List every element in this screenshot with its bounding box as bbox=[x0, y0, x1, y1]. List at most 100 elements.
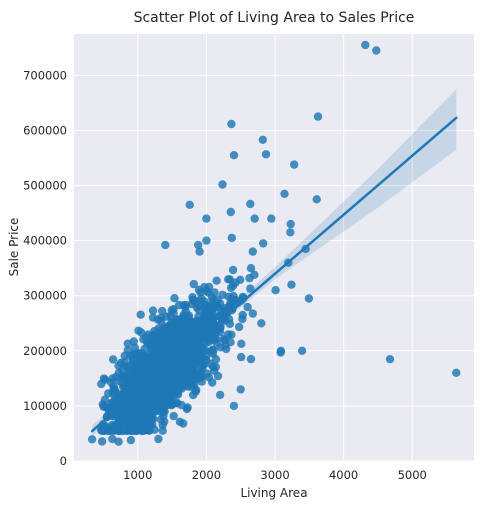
data-point bbox=[224, 292, 233, 301]
chart-title: Scatter Plot of Living Area to Sales Pri… bbox=[134, 10, 415, 26]
data-point bbox=[215, 390, 225, 400]
x-tick-labels: 1000 2000 3000 4000 5000 bbox=[123, 468, 427, 482]
data-point bbox=[286, 228, 295, 237]
data-point bbox=[221, 341, 230, 350]
data-point bbox=[246, 199, 255, 209]
data-point bbox=[191, 387, 200, 396]
data-point bbox=[105, 426, 114, 435]
data-point bbox=[134, 326, 143, 335]
data-point bbox=[191, 352, 201, 362]
data-point bbox=[166, 311, 175, 321]
data-point bbox=[261, 150, 271, 159]
data-point bbox=[156, 343, 165, 352]
x-tick-label: 2000 bbox=[192, 468, 221, 482]
data-point bbox=[173, 315, 182, 324]
data-point bbox=[116, 396, 125, 405]
data-point bbox=[180, 312, 189, 321]
data-point bbox=[114, 437, 123, 446]
data-point bbox=[162, 375, 172, 384]
data-point bbox=[248, 247, 257, 256]
data-point bbox=[169, 305, 178, 314]
data-point bbox=[297, 346, 307, 355]
data-point bbox=[194, 285, 204, 294]
data-point bbox=[210, 366, 219, 375]
data-point bbox=[118, 407, 128, 416]
data-point bbox=[111, 372, 121, 382]
data-point bbox=[159, 411, 168, 420]
data-point bbox=[125, 418, 134, 428]
data-point bbox=[154, 405, 164, 414]
data-point bbox=[107, 378, 116, 387]
data-point bbox=[215, 299, 225, 308]
data-point bbox=[211, 355, 221, 364]
data-point bbox=[110, 396, 119, 405]
data-point bbox=[120, 351, 129, 360]
y-axis-label: Sale Price bbox=[7, 218, 21, 277]
data-point bbox=[312, 195, 321, 204]
data-point bbox=[188, 293, 197, 302]
data-point bbox=[148, 420, 157, 429]
data-point bbox=[231, 297, 240, 306]
data-point bbox=[218, 180, 227, 189]
data-point bbox=[147, 384, 157, 393]
data-point bbox=[159, 335, 169, 345]
data-point bbox=[195, 247, 204, 256]
data-point bbox=[245, 273, 254, 283]
y-tick-label: 0 bbox=[60, 454, 67, 468]
data-point bbox=[188, 334, 198, 343]
data-point bbox=[267, 214, 276, 223]
data-point bbox=[181, 336, 191, 345]
data-point bbox=[236, 385, 245, 394]
data-point bbox=[142, 391, 152, 400]
data-point bbox=[290, 160, 299, 169]
data-point bbox=[180, 325, 189, 334]
data-point bbox=[276, 348, 285, 357]
data-point bbox=[170, 294, 179, 303]
data-point bbox=[147, 342, 156, 351]
data-point bbox=[148, 306, 158, 315]
y-tick-label: 400000 bbox=[23, 234, 67, 248]
data-point bbox=[134, 393, 143, 403]
data-point bbox=[452, 368, 461, 377]
data-point bbox=[203, 311, 213, 320]
data-point bbox=[250, 214, 259, 223]
data-point bbox=[226, 207, 235, 217]
data-point bbox=[128, 357, 137, 366]
data-point bbox=[361, 40, 370, 50]
data-point bbox=[137, 426, 146, 435]
data-point bbox=[130, 370, 139, 380]
data-point bbox=[202, 286, 211, 296]
data-point bbox=[141, 419, 150, 429]
x-tick-label: 5000 bbox=[398, 468, 427, 482]
data-point bbox=[238, 314, 247, 324]
data-point bbox=[259, 239, 268, 248]
data-point bbox=[210, 288, 219, 297]
data-point bbox=[372, 46, 381, 55]
data-point bbox=[227, 233, 236, 243]
data-point bbox=[202, 214, 211, 223]
y-tick-label: 100000 bbox=[23, 399, 67, 413]
data-point bbox=[130, 349, 140, 359]
y-tick-label: 300000 bbox=[23, 289, 67, 303]
data-point bbox=[123, 339, 132, 348]
data-point bbox=[148, 355, 157, 364]
data-point bbox=[87, 435, 97, 444]
data-point bbox=[122, 376, 132, 386]
data-point bbox=[131, 426, 140, 435]
data-point bbox=[154, 434, 163, 444]
x-axis-label: Living Area bbox=[240, 486, 307, 500]
y-tick-labels: 0 100000 200000 300000 400000 500000 600000 700… bbox=[23, 68, 67, 468]
data-point bbox=[246, 264, 256, 273]
y-tick-label: 500000 bbox=[23, 179, 67, 193]
data-point bbox=[164, 394, 174, 403]
data-point bbox=[151, 331, 160, 340]
data-point bbox=[227, 119, 236, 129]
data-point bbox=[224, 275, 233, 284]
data-point bbox=[246, 354, 256, 364]
data-point bbox=[166, 386, 176, 395]
data-point bbox=[204, 373, 214, 382]
data-point bbox=[202, 236, 211, 245]
data-point bbox=[185, 200, 194, 209]
data-point bbox=[220, 306, 229, 316]
data-point bbox=[184, 352, 194, 362]
